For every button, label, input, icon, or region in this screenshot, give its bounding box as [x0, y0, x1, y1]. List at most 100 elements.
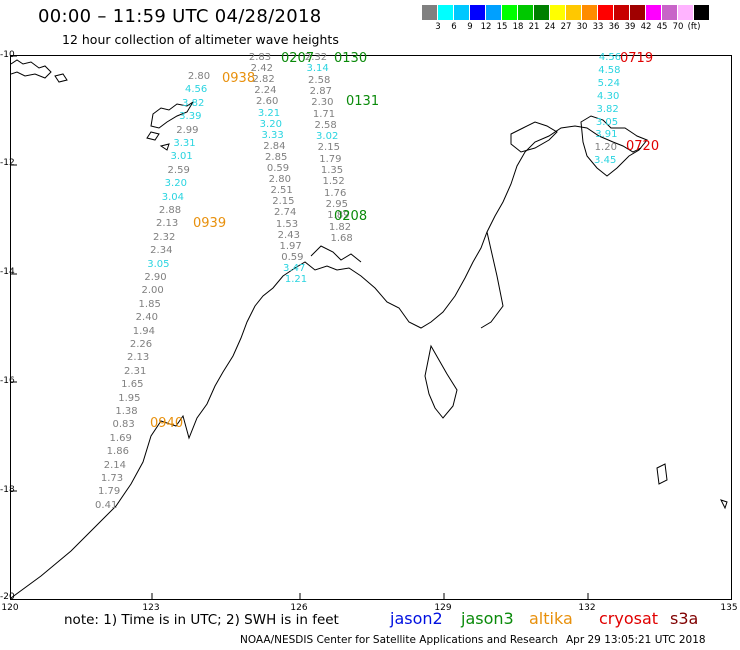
wave-height-value: 3.31 — [173, 138, 196, 149]
scale-label: 33 — [592, 22, 604, 32]
wave-height-value: 1.97 — [279, 240, 302, 252]
wave-height-value: 2.88 — [158, 205, 182, 216]
wave-height-value: 3.05 — [147, 258, 170, 270]
track-time-label: 0207 — [281, 51, 315, 66]
wave-height-value: 3.14 — [306, 63, 329, 75]
wave-height-value: 2.90 — [144, 272, 167, 283]
coastline-east-coast — [480, 231, 504, 329]
credit-line: NOAA/NESDIS Center for Satellite Applica… — [240, 634, 558, 646]
scale-swatch — [438, 5, 454, 20]
wave-height-value: 2.13 — [126, 352, 150, 364]
coastline-island-nw2 — [54, 73, 68, 83]
wave-height-value: 2.60 — [256, 96, 279, 108]
longitude-label: 123 — [142, 603, 160, 613]
longitude-label: 126 — [290, 603, 308, 613]
track-time-label: 0131 — [346, 94, 380, 109]
coastline-melville-island — [510, 121, 558, 153]
wave-height-value: 3.39 — [179, 111, 202, 123]
scale-label: (ft) — [687, 22, 701, 32]
wave-height-value: 1.71 — [312, 108, 336, 120]
wave-height-value: 2.40 — [135, 312, 158, 324]
scale-label: 18 — [512, 22, 524, 32]
wave-height-value: 2.58 — [314, 119, 337, 131]
wave-height-value: 1.21 — [284, 274, 308, 285]
scale-label: 45 — [656, 22, 668, 32]
wave-height-value: 1.79 — [97, 486, 121, 498]
wave-height-value: 4.56 — [598, 52, 622, 63]
wave-height-value: 2.85 — [265, 151, 288, 163]
map-panel[interactable] — [10, 55, 732, 600]
latitude-label: -12 — [0, 158, 15, 168]
map-title: 00:00 – 11:59 UTC 04/28/2018 — [38, 6, 322, 27]
wave-height-value: 3.45 — [594, 155, 617, 167]
wave-height-value: 3.04 — [161, 191, 185, 203]
satellite-legend-jason2: jason2 — [390, 609, 443, 628]
wave-height-value: 1.86 — [106, 446, 129, 458]
wave-height-value: 3.33 — [261, 129, 284, 141]
wave-height-value: 3.21 — [257, 107, 281, 119]
scale-swatch — [566, 5, 582, 20]
wave-height-value: 1.35 — [320, 165, 344, 176]
wave-height-value: 1.68 — [330, 232, 353, 244]
wave-height-value: 2.84 — [263, 140, 286, 152]
wave-height-value: 3.20 — [259, 118, 282, 130]
track-time-label: 0208 — [334, 209, 368, 224]
scale-swatch — [598, 5, 614, 20]
coastline-island-nw — [11, 59, 52, 79]
wave-height-value: 1.85 — [138, 298, 161, 310]
wave-height-value: 2.24 — [254, 85, 277, 97]
scale-label: 39 — [624, 22, 636, 32]
scale-swatch — [454, 5, 470, 20]
scale-label: 27 — [560, 22, 572, 32]
scale-swatch — [422, 5, 438, 20]
scale-swatch — [534, 5, 550, 20]
wave-height-value: 2.51 — [270, 185, 293, 197]
scale-swatch — [470, 5, 486, 20]
color-swatches — [422, 5, 710, 20]
coastline-island-timor — [150, 101, 194, 129]
wave-height-value: 1.69 — [109, 432, 132, 444]
wave-height-value: 3.02 — [316, 131, 339, 143]
latitude-label: -20 — [0, 592, 15, 602]
wave-height-value: 4.56 — [184, 84, 208, 96]
track-time-label: 0940 — [150, 416, 184, 431]
wave-height-value: 2.74 — [274, 207, 297, 219]
wave-height-value: 2.32 — [304, 52, 328, 63]
scale-label: 6 — [451, 22, 457, 32]
wave-height-value: 3.82 — [596, 103, 619, 115]
scale-label: 3 — [435, 22, 441, 32]
satellite-legend-jason3: jason3 — [461, 609, 514, 628]
scale-label: 30 — [576, 22, 588, 32]
wave-height-value: 1.94 — [132, 325, 156, 337]
wave-height-value: 1.52 — [322, 176, 345, 188]
coastline-bay-kimberley — [310, 245, 362, 263]
scale-label: 42 — [640, 22, 652, 32]
latitude-label: -14 — [0, 267, 15, 277]
scale-label: 70 — [672, 22, 684, 32]
wave-height-value: 1.73 — [100, 473, 124, 484]
wave-height-value: 2.15 — [317, 142, 340, 154]
wave-height-value: 2.32 — [153, 231, 176, 243]
scale-swatch — [678, 5, 694, 20]
graticule-ticks — [11, 56, 589, 599]
latitude-label: -16 — [0, 376, 15, 386]
wave-height-value: 2.80 — [187, 71, 211, 82]
wave-height-value: 3.47 — [283, 262, 306, 274]
wave-height-value: 2.82 — [252, 74, 275, 86]
wave-height-value: 0.83 — [112, 419, 135, 431]
wave-height-value: 1.53 — [275, 218, 299, 230]
generated-timestamp: Apr 29 13:05:21 UTC 2018 — [566, 634, 706, 646]
wave-height-value: 2.31 — [124, 365, 147, 377]
longitude-label: 132 — [578, 603, 596, 613]
scale-swatch — [518, 5, 534, 20]
track-time-label: 0130 — [334, 51, 368, 66]
coastline-island-savu — [159, 143, 170, 151]
units-note: note: 1) Time is in UTC; 2) SWH is in fe… — [64, 612, 339, 628]
wave-height-value: 2.58 — [308, 74, 331, 86]
scale-label: 21 — [528, 22, 540, 32]
latitude-label: -18 — [0, 485, 15, 495]
wave-height-value: 2.34 — [150, 245, 173, 257]
scale-label: 12 — [480, 22, 492, 32]
scale-swatch — [694, 5, 710, 20]
coastline-island-rote — [146, 131, 160, 141]
